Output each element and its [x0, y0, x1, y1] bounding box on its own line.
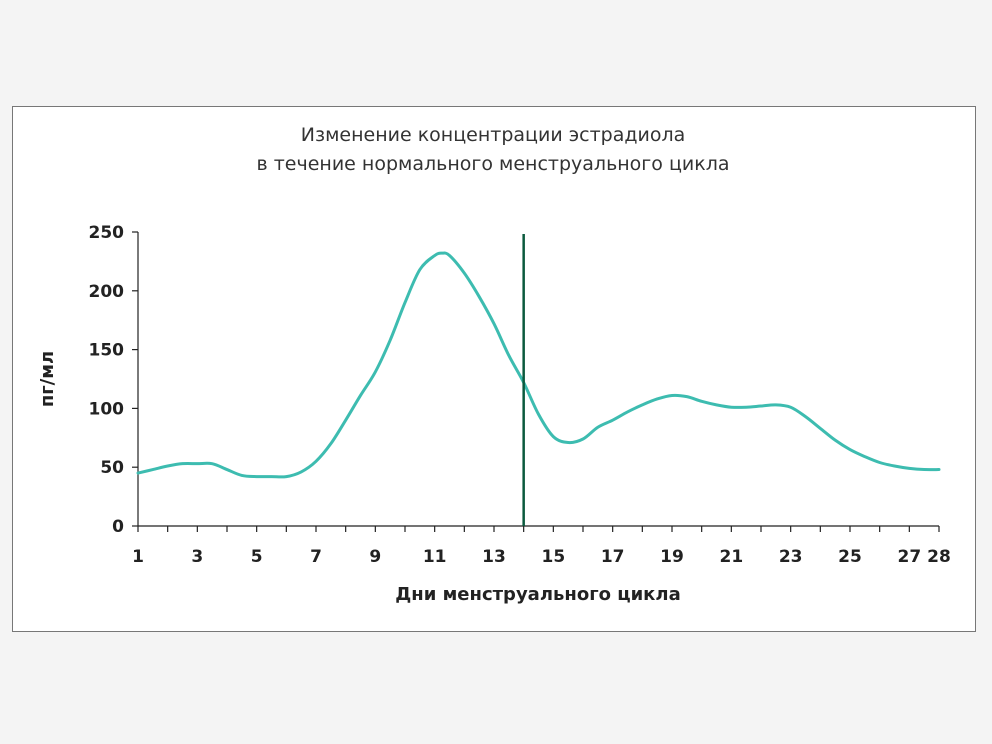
y-tick-label: 150: [89, 341, 125, 361]
x-tick-label: 28: [927, 547, 951, 567]
x-tick-label: 7: [310, 547, 322, 567]
x-tick-label: 21: [719, 547, 743, 567]
y-tick-label: 250: [89, 223, 125, 243]
x-tick-label: 25: [838, 547, 862, 567]
x-tick-label: 11: [423, 547, 447, 567]
x-tick-label: 9: [369, 547, 381, 567]
x-axis-label: Дни менструального цикла: [395, 584, 680, 605]
x-tick-label: 15: [541, 547, 565, 567]
x-tick-label: 5: [251, 547, 263, 567]
y-axis-label: пг/мл: [37, 351, 58, 407]
y-tick-label: 50: [100, 458, 124, 478]
x-axis-ticks: 1 3 5 7 9 11 13 15 17 19 21 23 25 27 28: [132, 526, 951, 567]
x-tick-label: 1: [132, 547, 144, 567]
estradiol-series-line: [136, 251, 941, 479]
chart-frame: Изменение концентрации эстрадиола в тече…: [12, 106, 976, 632]
y-tick-label: 100: [89, 399, 125, 419]
y-tick-label: 0: [112, 517, 124, 537]
x-tick-label: 27: [897, 547, 921, 567]
x-tick-label: 19: [660, 547, 684, 567]
x-tick-label: 13: [482, 547, 506, 567]
y-tick-label: 200: [89, 282, 125, 302]
x-tick-label: 3: [191, 547, 203, 567]
chart-subtitle: в течение нормального менструального цик…: [256, 153, 729, 175]
chart-title: Изменение концентрации эстрадиола: [301, 124, 686, 146]
x-tick-label: 17: [601, 547, 625, 567]
estradiol-line-chart: Изменение концентрации эстрадиола в тече…: [37, 124, 951, 605]
x-tick-label: 23: [779, 547, 803, 567]
y-axis-ticks: 0 50 100 150 200 250: [89, 223, 138, 537]
